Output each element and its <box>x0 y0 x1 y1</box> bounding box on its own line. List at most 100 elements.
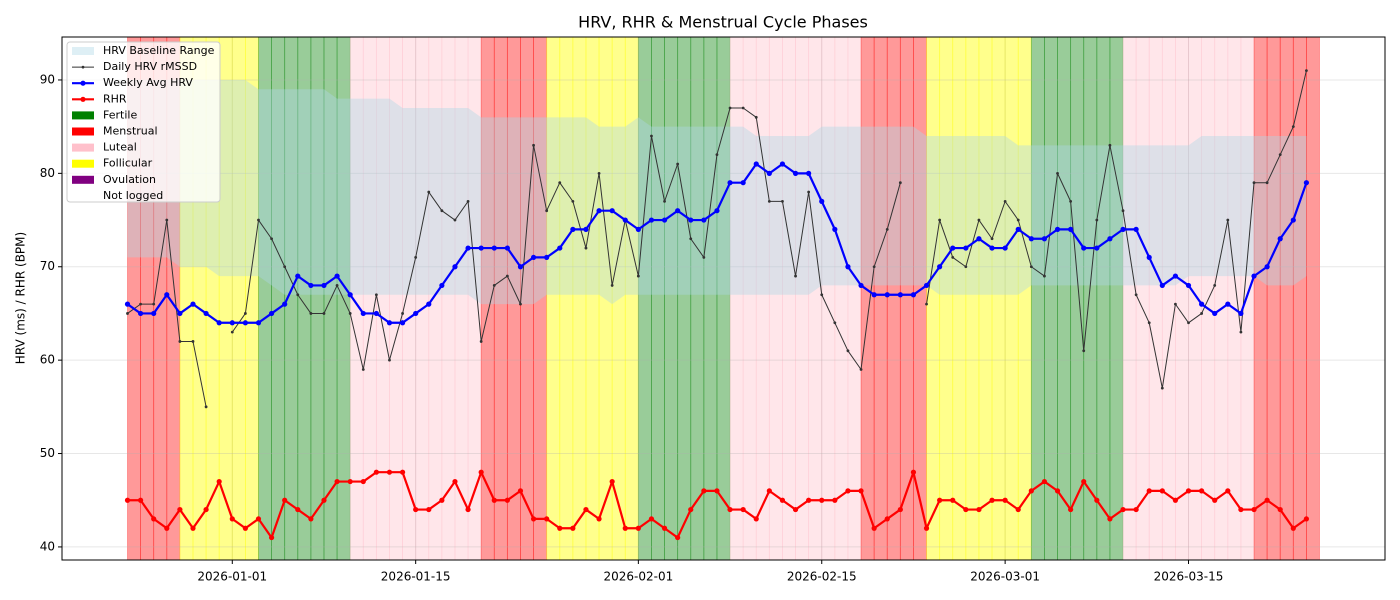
series-point <box>740 180 746 186</box>
series-point <box>963 245 969 251</box>
series-point <box>1002 245 1008 251</box>
series-point <box>701 488 707 494</box>
y-tick-label: 70 <box>40 259 55 273</box>
series-point <box>1028 236 1034 242</box>
series-point <box>478 469 484 475</box>
series-point <box>766 488 772 494</box>
legend-swatch <box>72 47 94 55</box>
series-point <box>1172 273 1179 279</box>
series-point <box>491 245 497 251</box>
series-point <box>478 245 484 251</box>
series-point <box>688 217 694 223</box>
legend-label: Weekly Avg HRV <box>103 76 193 89</box>
series-point <box>1041 236 1048 242</box>
series-point <box>806 170 812 176</box>
series-point <box>792 506 799 513</box>
series-point <box>650 134 653 138</box>
series-point <box>859 368 863 371</box>
series-point <box>242 525 248 531</box>
series-point <box>1226 218 1230 222</box>
series-point <box>386 320 393 326</box>
series-point <box>1081 245 1087 251</box>
series-point <box>1121 209 1125 213</box>
legend-swatch <box>72 175 94 184</box>
series-point <box>779 161 786 167</box>
series-point <box>884 516 890 522</box>
series-point <box>661 525 668 531</box>
phase-band <box>559 36 574 561</box>
series-point <box>479 340 483 343</box>
series-point <box>1068 226 1074 232</box>
series-point <box>360 478 366 485</box>
phase-band <box>546 36 561 561</box>
series-point <box>177 310 183 317</box>
series-point <box>753 161 759 167</box>
series-point <box>505 274 509 278</box>
series-point <box>139 302 142 306</box>
series-point <box>1028 488 1034 494</box>
series-point <box>596 516 602 522</box>
phase-band <box>1122 36 1137 561</box>
series-point <box>925 302 928 306</box>
series-point <box>622 525 628 531</box>
series-point <box>740 506 746 513</box>
series-point <box>229 320 235 326</box>
series-point <box>636 274 640 278</box>
legend-box <box>66 41 221 203</box>
phase-band <box>1109 36 1124 561</box>
series-point <box>466 199 470 203</box>
series-point <box>845 264 851 270</box>
series-point <box>819 198 825 204</box>
y-tick-label: 50 <box>40 446 55 460</box>
series-point <box>347 292 353 298</box>
series-point <box>452 478 458 485</box>
series-point <box>976 506 982 513</box>
phase-band <box>1017 36 1032 561</box>
series-point <box>296 293 300 297</box>
x-tick-label: 2026-01-01 <box>197 570 267 584</box>
series-point <box>557 245 563 251</box>
series-point <box>910 469 917 475</box>
series-point <box>897 292 903 298</box>
series-point <box>413 310 419 317</box>
series-point <box>570 525 576 531</box>
series-point <box>137 497 144 503</box>
legend-label: Menstrual <box>103 125 158 138</box>
series-point <box>701 217 707 223</box>
series-point <box>282 497 288 503</box>
series-point <box>1095 218 1099 222</box>
series-point <box>1277 506 1283 513</box>
series-point <box>452 264 458 270</box>
series-point <box>124 301 131 307</box>
phase-band <box>1175 36 1189 561</box>
phase-band <box>651 36 665 561</box>
series-point <box>727 506 733 513</box>
baseline-band <box>127 79 1307 305</box>
legend-swatch <box>72 127 94 136</box>
phase-band <box>1240 36 1255 561</box>
series-point <box>897 506 903 513</box>
series-point <box>1146 254 1152 261</box>
series-point <box>270 237 273 241</box>
phase-band <box>1214 36 1229 561</box>
series-point <box>1016 218 1020 222</box>
series-point <box>937 264 943 270</box>
series-point <box>321 497 327 503</box>
series-point <box>360 310 366 317</box>
series-point <box>373 310 379 317</box>
series-point <box>465 245 471 251</box>
phase-band <box>939 36 954 561</box>
series-point <box>1290 525 1296 531</box>
series-point <box>1068 506 1074 513</box>
series-point <box>1199 488 1205 494</box>
phase-band <box>899 36 914 561</box>
series-point <box>1041 478 1048 485</box>
series-point <box>1120 226 1126 232</box>
phase-band <box>677 36 692 561</box>
series-point <box>504 497 510 503</box>
series-point <box>1015 226 1021 232</box>
series-point <box>570 226 576 232</box>
series-point <box>714 488 720 494</box>
series-point <box>910 292 917 298</box>
